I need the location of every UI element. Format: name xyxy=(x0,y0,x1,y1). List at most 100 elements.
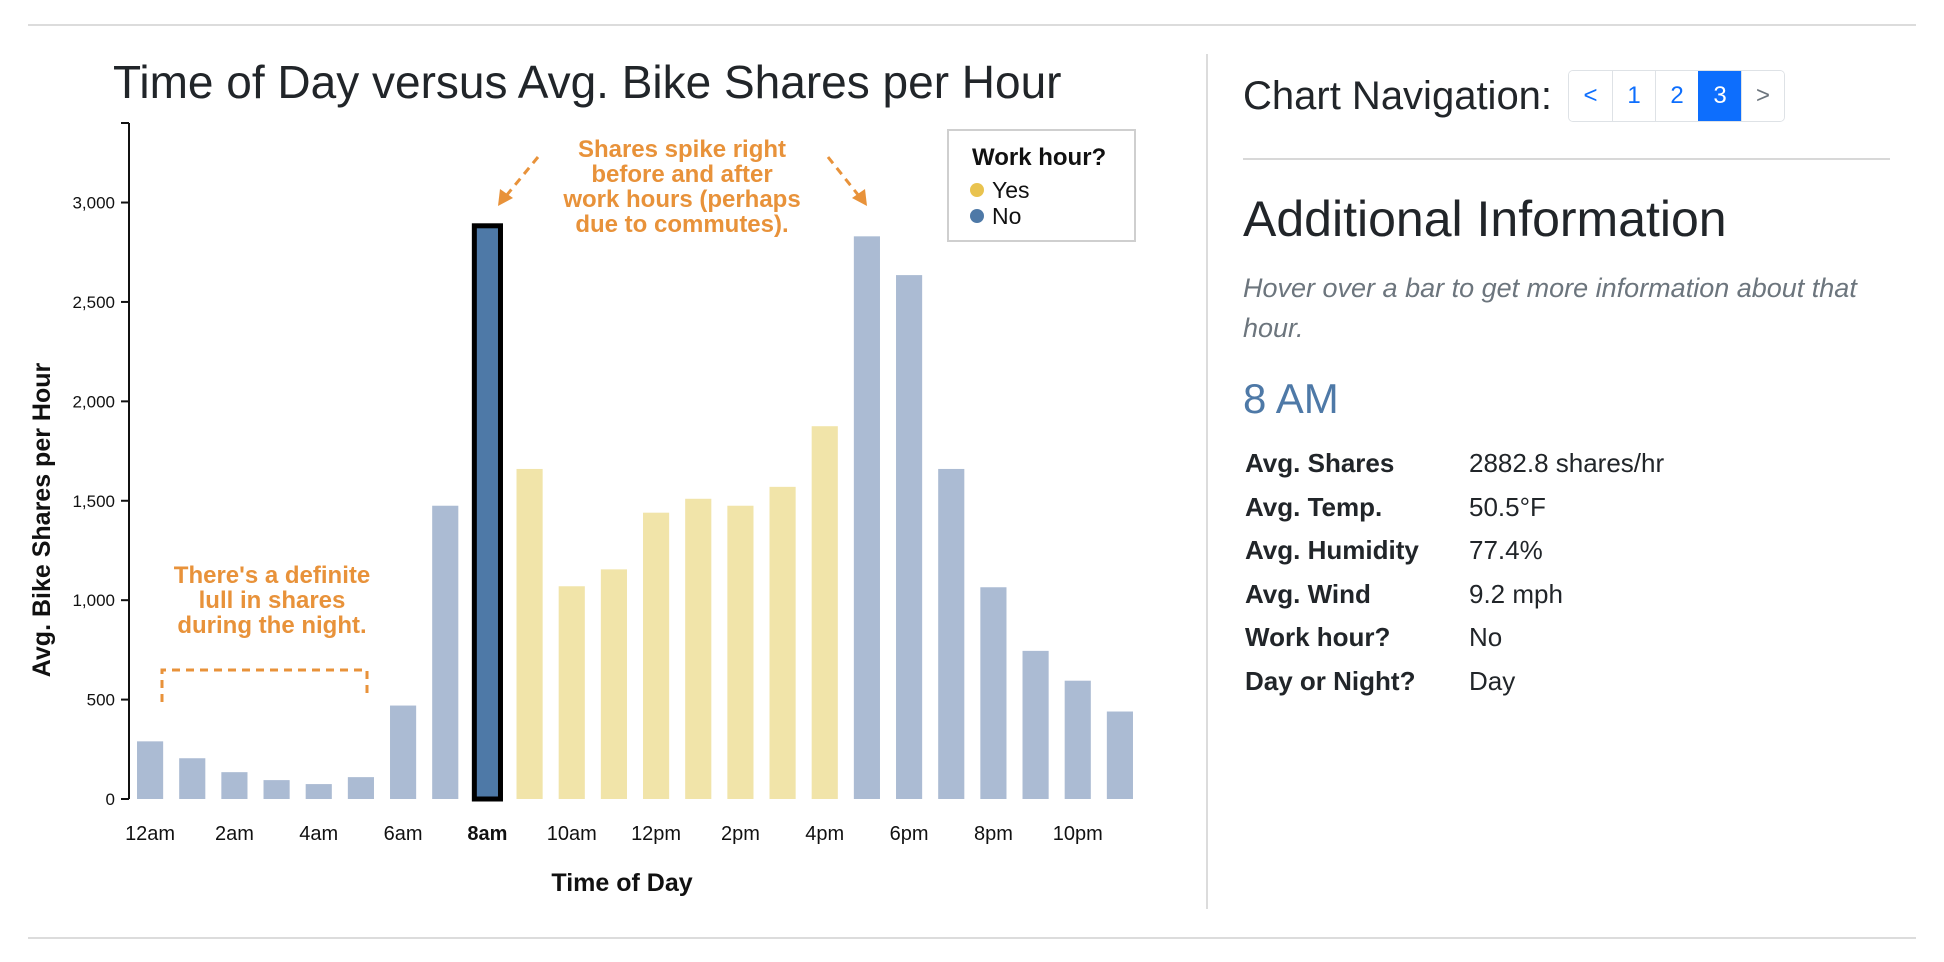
x-tick-label: 6pm xyxy=(890,823,929,845)
y-tick-label: 500 xyxy=(87,691,115,710)
bar-9am[interactable] xyxy=(516,468,543,799)
detail-value: No xyxy=(1469,622,1503,653)
bar-8am[interactable] xyxy=(471,223,503,802)
y-tick-label: 1,500 xyxy=(72,492,115,511)
bar-10am[interactable] xyxy=(558,586,585,799)
detail-row: Avg. Wind 9.2 mph xyxy=(1243,573,1668,617)
y-tick-label: 0 xyxy=(106,790,115,809)
x-tick-label: 8am xyxy=(467,823,507,845)
x-tick-label: 12am xyxy=(125,823,175,845)
detail-key: Avg. Humidity xyxy=(1245,535,1419,566)
info-panel: Chart Navigation: < 1 2 3 > Additional I… xyxy=(1243,60,1893,703)
legend-title: Work hour? xyxy=(972,144,1106,171)
bar-4pm[interactable] xyxy=(811,426,838,799)
bar-1am[interactable] xyxy=(179,758,206,799)
pagination: < 1 2 3 > xyxy=(1568,70,1786,122)
legend: Work hour? Yes No xyxy=(947,129,1136,242)
bar-5am[interactable] xyxy=(347,777,374,799)
x-tick-label: 10pm xyxy=(1053,823,1103,845)
top-rule xyxy=(28,24,1916,26)
detail-value: 50.5°F xyxy=(1469,491,1546,522)
bar-7pm[interactable] xyxy=(938,468,965,799)
annotation-arrow-right-line xyxy=(826,156,861,197)
detail-value: Day xyxy=(1469,665,1516,696)
additional-info-title: Additional Information xyxy=(1243,191,1727,247)
annotation-spike-line-1: Shares spike right xyxy=(578,136,786,163)
bar-5pm[interactable] xyxy=(853,236,880,799)
annotation-arrow-right-head xyxy=(852,189,867,206)
legend-marker-no xyxy=(970,209,984,223)
page-1-button[interactable]: 1 xyxy=(1612,71,1656,121)
x-tick-label: 6am xyxy=(384,823,423,845)
detail-key: Avg. Shares xyxy=(1245,448,1395,479)
detail-key: Avg. Temp. xyxy=(1245,491,1383,522)
y-tick-label: 1,000 xyxy=(72,591,115,610)
y-tick-label: 3,000 xyxy=(72,194,115,213)
detail-row: Day or Night? Day xyxy=(1243,660,1668,704)
bar-3am[interactable] xyxy=(263,780,290,799)
x-tick-label: 4pm xyxy=(805,823,844,845)
detail-row: Avg. Shares 2882.8 shares/hr xyxy=(1243,442,1668,486)
detail-value: 77.4% xyxy=(1469,535,1543,566)
legend-entry-no: No xyxy=(992,203,1021,229)
annotation-night-line-2: lull in shares xyxy=(199,587,346,614)
x-axis-label: Time of Day xyxy=(551,869,692,897)
hour-details-table: Avg. Shares 2882.8 shares/hr Avg. Temp. 50… xyxy=(1243,442,1668,703)
detail-key: Work hour? xyxy=(1245,622,1391,653)
annotation-spike-line-2: before and after xyxy=(591,161,772,188)
bar-1pm[interactable] xyxy=(685,498,712,799)
bar-11pm[interactable] xyxy=(1106,711,1133,799)
bar-12am[interactable] xyxy=(137,741,164,799)
legend-entry-yes: Yes xyxy=(992,177,1030,203)
annotation-night-bracket xyxy=(160,668,369,702)
vertical-divider xyxy=(1206,54,1208,909)
bar-4am[interactable] xyxy=(305,784,332,799)
detail-key: Day or Night? xyxy=(1245,665,1416,696)
x-tick-label: 10am xyxy=(547,823,597,845)
annotation-commute-spike: Shares spike right before and after work… xyxy=(498,136,867,238)
hover-hint: Hover over a bar to get more information… xyxy=(1243,273,1857,343)
bars xyxy=(137,223,1133,802)
x-tick-label: 8pm xyxy=(974,823,1013,845)
y-tick-label: 2,500 xyxy=(72,293,115,312)
annotation-arrow-left-head xyxy=(498,189,513,206)
y-axis: 0 500 1,000 1,500 2,000 2,500 3,000 xyxy=(72,122,130,809)
bar-7am[interactable] xyxy=(432,505,459,799)
bar-6pm[interactable] xyxy=(896,275,923,800)
detail-row: Work hour? No xyxy=(1243,616,1668,660)
page-next-button[interactable]: > xyxy=(1741,71,1785,121)
bar-8pm[interactable] xyxy=(980,587,1007,799)
panel-divider xyxy=(1243,158,1890,160)
bar-11am[interactable] xyxy=(600,569,627,799)
detail-value: 2882.8 shares/hr xyxy=(1469,448,1665,479)
x-axis: 12am 2am 4am 6am 8am 10am 12pm 2pm 4pm 6pm 8pm 10pm xyxy=(125,823,1103,845)
x-tick-label: 2am xyxy=(215,823,254,845)
annotation-spike-line-4: due to commutes). xyxy=(575,211,788,238)
page-prev-button[interactable]: < xyxy=(1569,71,1613,121)
page-2-button[interactable]: 2 xyxy=(1655,71,1699,121)
chart-navigation-label: Chart Navigation: xyxy=(1243,73,1553,118)
x-tick-label: 2pm xyxy=(721,823,760,845)
bar-3pm[interactable] xyxy=(769,486,796,799)
bar-9pm[interactable] xyxy=(1022,650,1049,799)
detail-key: Avg. Wind xyxy=(1245,578,1371,609)
chart-title: Time of Day versus Avg. Bike Shares per … xyxy=(113,56,1062,108)
detail-value: 9.2 mph xyxy=(1469,578,1563,609)
bottom-rule xyxy=(28,937,1916,939)
page-3-button[interactable]: 3 xyxy=(1698,71,1742,121)
bar-10pm[interactable] xyxy=(1064,680,1091,799)
detail-row: Avg. Humidity 77.4% xyxy=(1243,529,1668,573)
bar-6am[interactable] xyxy=(390,705,417,799)
annotation-night-line-3: during the night. xyxy=(177,612,366,639)
annotation-night-line-1: There's a definite xyxy=(174,562,370,589)
y-tick-label: 2,000 xyxy=(72,392,115,411)
bar-2am[interactable] xyxy=(221,772,248,799)
bar-2pm[interactable] xyxy=(727,505,754,799)
annotation-arrow-left-line xyxy=(504,156,540,197)
x-tick-label: 12pm xyxy=(631,823,681,845)
bar-12pm[interactable] xyxy=(643,512,670,799)
x-tick-label: 4am xyxy=(299,823,338,845)
chart-navigation: Chart Navigation: < 1 2 3 > xyxy=(1243,60,1893,132)
y-axis-label: Avg. Bike Shares per Hour xyxy=(28,363,56,678)
annotation-spike-line-3: work hours (perhaps xyxy=(562,186,800,213)
